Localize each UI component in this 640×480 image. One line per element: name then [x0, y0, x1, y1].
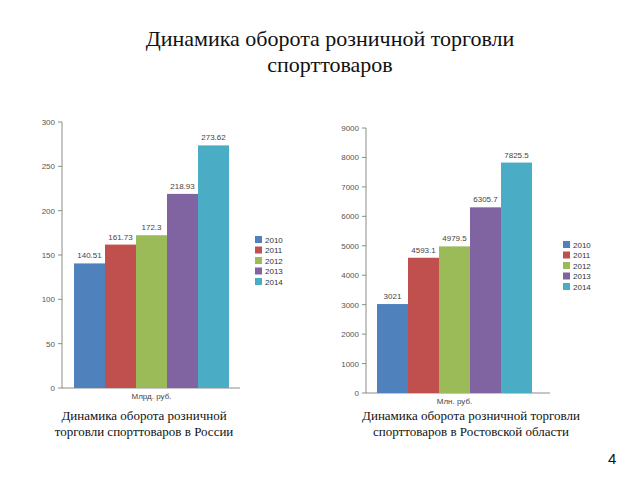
bar: [501, 163, 532, 393]
tick-mark: [362, 128, 366, 129]
data-label: 273.62: [201, 133, 226, 142]
tick-label: 5000: [341, 242, 359, 251]
bar: [136, 235, 167, 388]
tick-mark: [362, 157, 366, 158]
tick-mark: [362, 275, 366, 276]
legend-swatch: [255, 247, 262, 254]
chart-title: Динамика оборота розничной торговли спор…: [340, 408, 602, 440]
tick-mark: [362, 245, 366, 246]
legend-swatch: [255, 236, 262, 243]
bar: [198, 145, 229, 388]
tick-label: 1000: [341, 360, 359, 369]
tick-mark: [58, 255, 62, 256]
tick-label: 150: [42, 251, 56, 260]
legend-label: 2010: [573, 241, 591, 250]
tick-label: 9000: [341, 124, 359, 133]
legend: 20102011 20122013 2014: [255, 236, 283, 287]
tick-mark: [58, 166, 62, 167]
tick-mark: [58, 122, 62, 123]
category-label: Млн. руб.: [437, 397, 472, 406]
bars: [74, 145, 229, 388]
tick-mark: [362, 393, 366, 394]
tick-mark: [58, 210, 62, 211]
legend-swatch: [563, 262, 570, 269]
legend-label: 2013: [573, 272, 591, 281]
tick-mark: [362, 216, 366, 217]
legend-label: 2012: [573, 262, 591, 271]
legend-label: 2014: [573, 283, 591, 292]
tick-mark: [362, 186, 366, 187]
tick-mark: [362, 304, 366, 305]
data-label: 4593.1: [411, 246, 436, 255]
data-label: 6305.7: [473, 195, 498, 204]
tick-mark: [362, 363, 366, 364]
y-axis: [62, 122, 63, 388]
data-label: 218.93: [170, 182, 195, 191]
legend-label: 2011: [573, 251, 591, 260]
data-label: 161.73: [108, 233, 133, 242]
tick-label: 4000: [341, 271, 359, 280]
bar: [377, 304, 408, 393]
tick-label: 50: [46, 340, 55, 349]
bar: [74, 263, 105, 388]
slide-title: Динамика оборота розничной торговли спор…: [95, 26, 565, 78]
legend-swatch: [255, 278, 262, 285]
legend-label: 2012: [265, 257, 283, 266]
bar: [470, 207, 501, 393]
legend-label: 2011: [265, 246, 283, 255]
page-number: 4: [608, 450, 616, 467]
legend-label: 2010: [265, 236, 283, 245]
legend-swatch: [563, 241, 570, 248]
legend-label: 2013: [265, 267, 283, 276]
tick-label: 7000: [341, 183, 359, 192]
legend-swatch: [563, 273, 570, 280]
data-label: 7825.5: [504, 151, 529, 160]
tick-mark: [58, 299, 62, 300]
chart-title: Динамика оборота розничной торговли спор…: [38, 408, 250, 440]
tick-label: 8000: [341, 153, 359, 162]
chart: 0 1000 2000 3000 4000 5000 6000 7000 8000 9000 302…: [341, 124, 591, 406]
tick-mark: [58, 388, 62, 389]
category-label: Млрд. руб.: [132, 392, 172, 401]
legend-swatch: [563, 252, 570, 259]
legend: 20102011 20122013 2014: [563, 241, 591, 292]
bar: [105, 245, 136, 388]
data-label: 172.3: [141, 223, 162, 232]
tick-label: 300: [42, 118, 56, 127]
data-label: 3021: [384, 292, 402, 301]
tick-label: 6000: [341, 212, 359, 221]
bar: [408, 258, 439, 393]
tick-label: 100: [42, 295, 56, 304]
tick-mark: [58, 343, 62, 344]
slide: Динамика оборота розничной торговли спор…: [0, 0, 640, 480]
tick-label: 0: [355, 389, 360, 398]
legend-label: 2014: [265, 278, 283, 287]
tick-label: 200: [42, 207, 56, 216]
bars: [377, 163, 532, 393]
y-axis: [366, 128, 367, 393]
bar: [167, 194, 198, 388]
chart: 0 50 100 150 200 250 300 140.51 161.73 172.3 218.9…: [42, 118, 284, 401]
legend-swatch: [563, 283, 570, 290]
tick-mark: [362, 334, 366, 335]
data-label: 140.51: [77, 251, 102, 260]
tick-label: 250: [42, 162, 56, 171]
bar: [439, 246, 470, 393]
legend-swatch: [255, 257, 262, 264]
tick-label: 2000: [341, 330, 359, 339]
tick-label: 3000: [341, 301, 359, 310]
legend-swatch: [255, 268, 262, 275]
tick-label: 0: [51, 384, 56, 393]
data-label: 4979.5: [442, 234, 467, 243]
